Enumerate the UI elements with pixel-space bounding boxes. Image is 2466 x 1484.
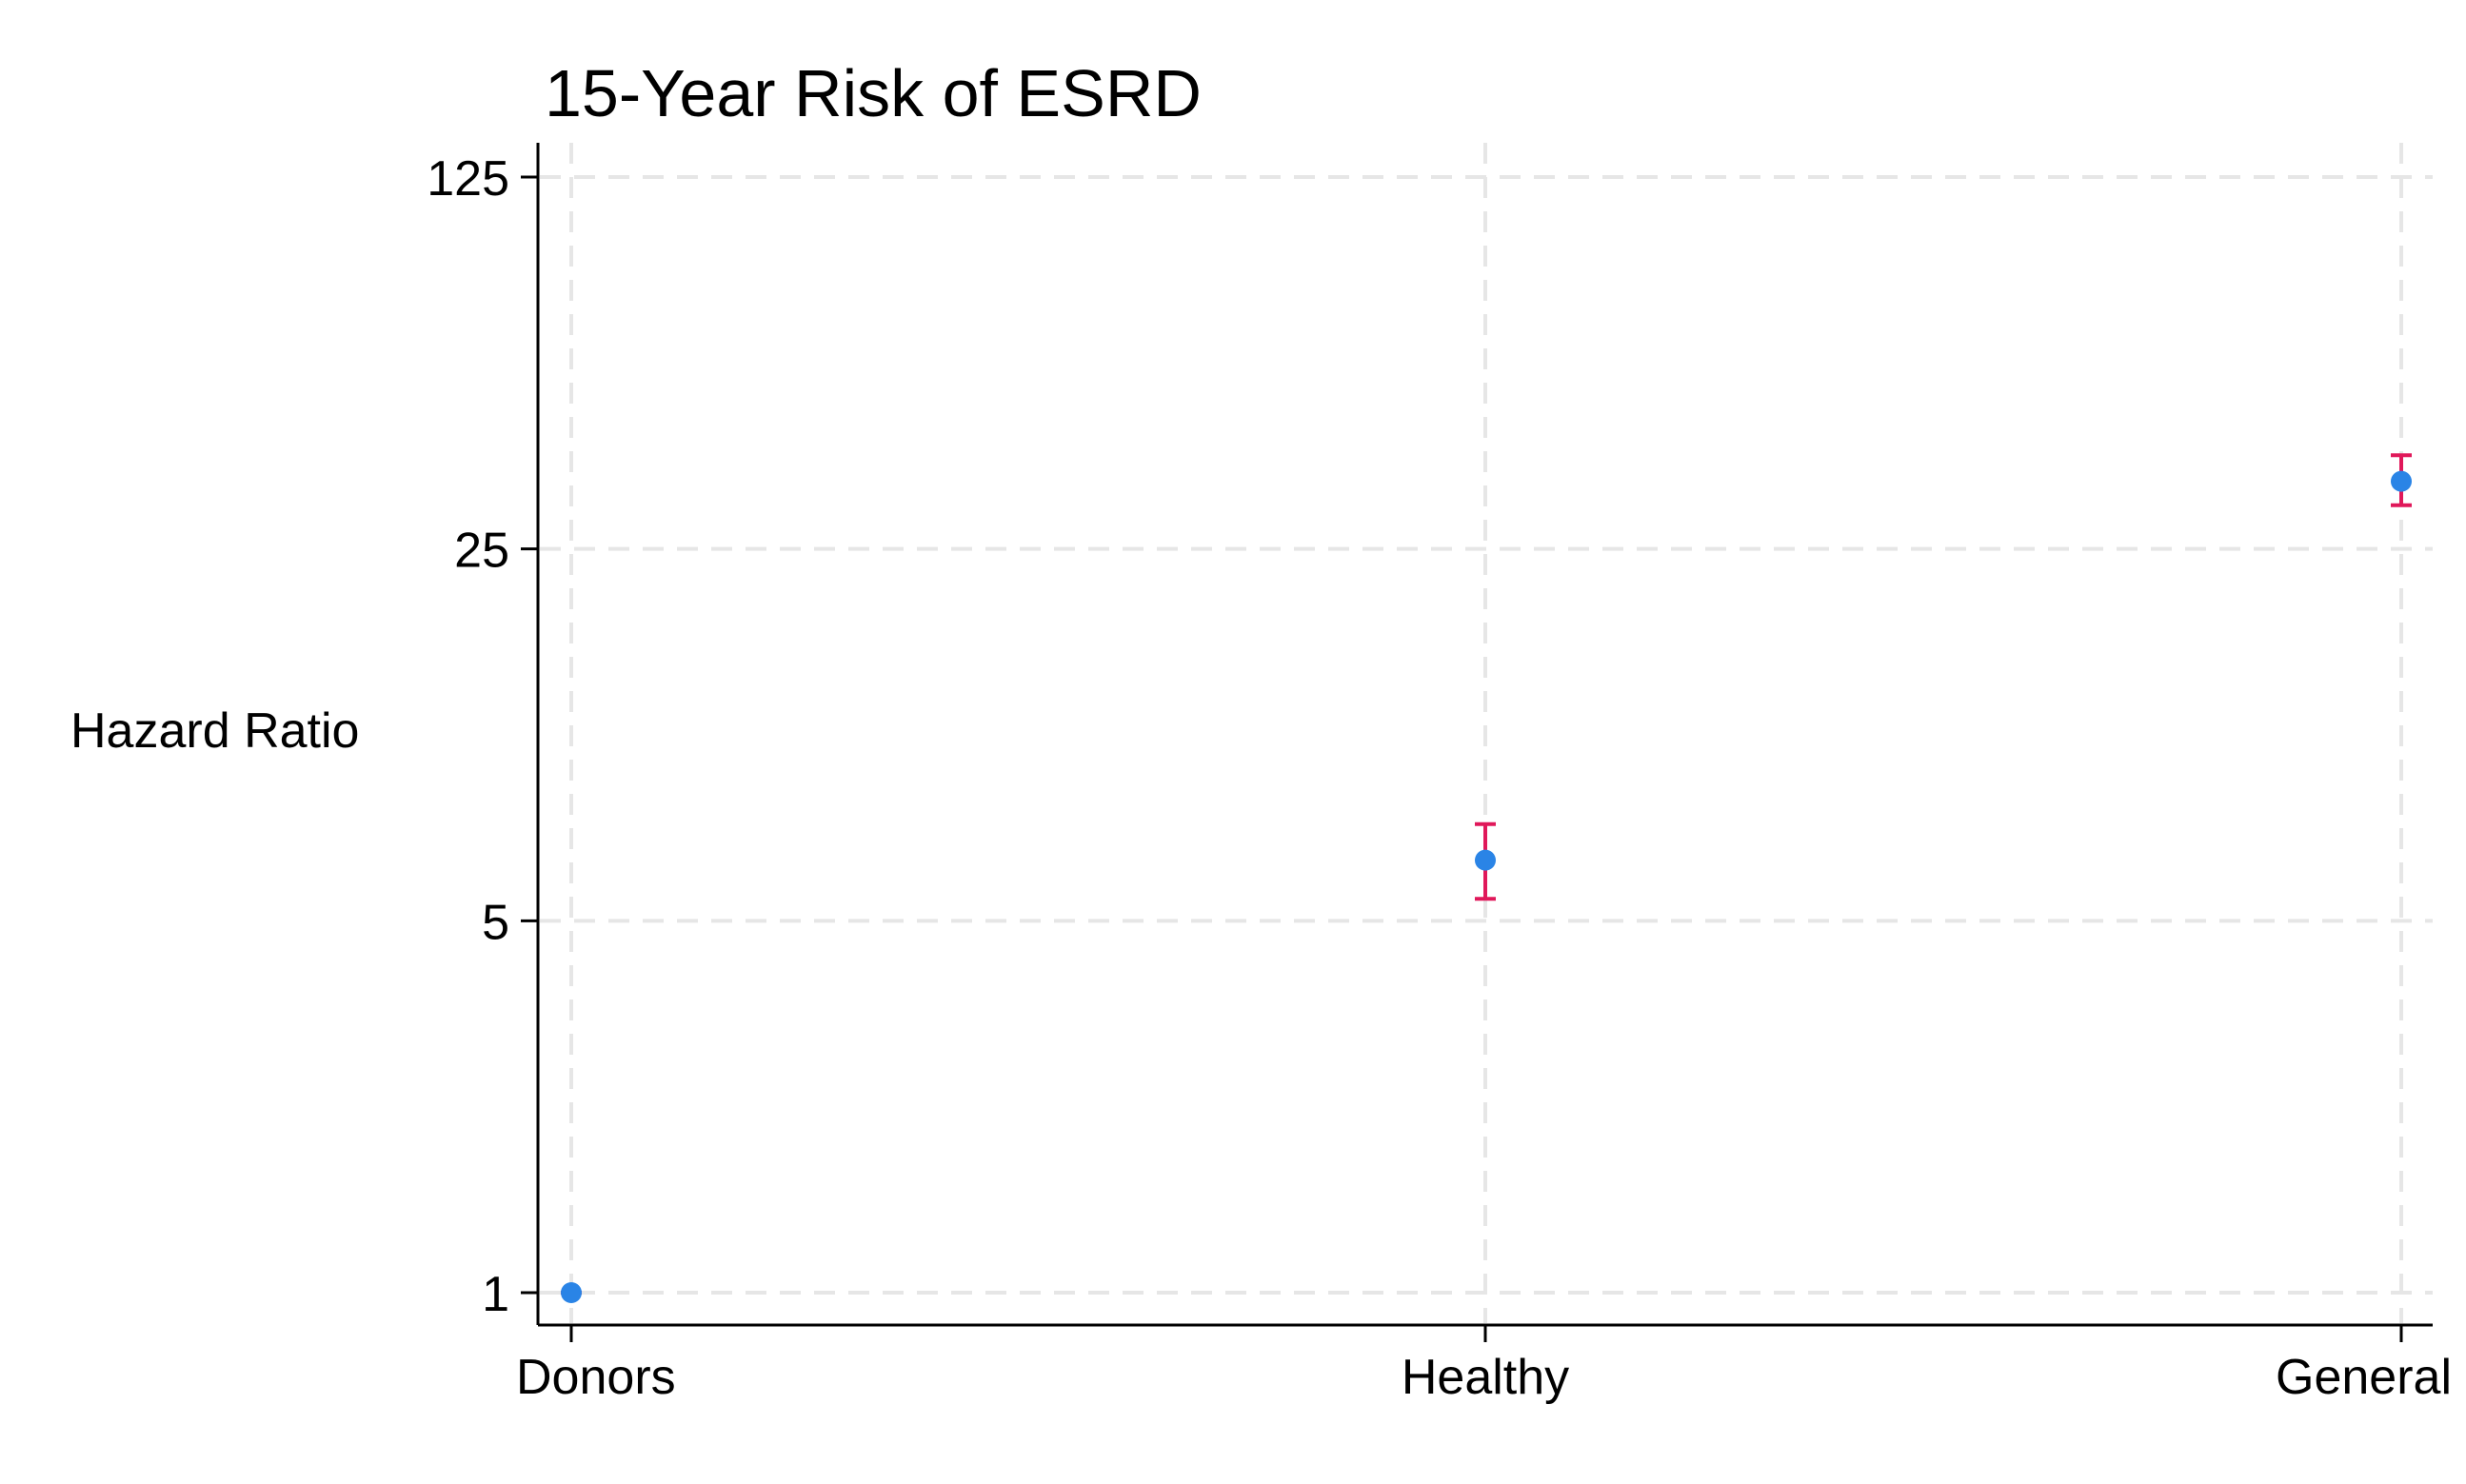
- ticks-layer: 1 5 25 125 Donors Healthy General: [427, 151, 2452, 1405]
- y-tick-label: 25: [454, 524, 509, 579]
- data-point-healthy: [1475, 849, 1496, 871]
- chart-title: 15-Year Risk of ESRD: [545, 56, 1202, 130]
- y-tick-label: 125: [427, 151, 509, 207]
- grid-layer: [540, 143, 2433, 1323]
- x-tick-label: Donors: [516, 1350, 676, 1405]
- errorbar-layer: [561, 453, 2412, 1295]
- y-tick-label: 1: [482, 1267, 509, 1322]
- y-axis-label: Hazard Ratio: [70, 703, 359, 759]
- points-layer: [561, 470, 2412, 1303]
- x-tick-label: Healthy: [1402, 1350, 1569, 1405]
- data-point-general: [2391, 470, 2412, 492]
- x-tick-label: General: [2276, 1350, 2452, 1405]
- data-point-donors: [561, 1282, 582, 1303]
- y-tick-label: 5: [482, 895, 509, 950]
